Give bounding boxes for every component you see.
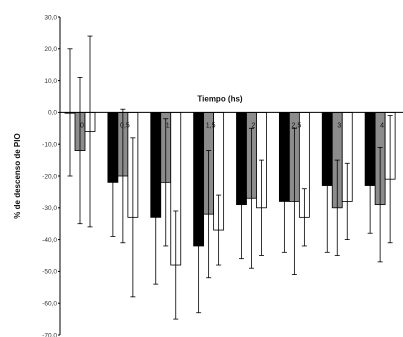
y-tick-label: 0,0 (48, 110, 57, 117)
bars (64, 112, 396, 266)
y-tick-labels: 30,0 20,0 10,0 0,0 -10,0 -20,0 -30,0 -40,0 -50,0… (42, 14, 57, 337)
y-tick-label: -40,0 (42, 237, 57, 244)
category-label: 4 (380, 122, 384, 129)
y-tick-label: 10,0 (44, 78, 57, 85)
category-label: 0,5 (120, 122, 130, 129)
x-axis-title: Tiempo (hs) (197, 94, 243, 103)
category-label: 0 (80, 122, 84, 129)
category-label: 1 (166, 122, 170, 129)
axes (58, 16, 403, 336)
y-axis-title: % de descenso de PIO (13, 133, 22, 218)
category-labels: 0 0,5 1 1,5 2 2,5 3 4 (80, 122, 384, 129)
y-tick-label: -30,0 (42, 205, 57, 212)
y-tick-label: 30,0 (44, 14, 57, 21)
y-tick-label: -60,0 (42, 301, 57, 308)
y-tick-label: -50,0 (42, 269, 57, 276)
category-label: 3 (337, 122, 341, 129)
category-label: 2 (252, 122, 256, 129)
y-tick-label: 20,0 (44, 46, 57, 53)
error-bars (67, 35, 393, 320)
category-label: 2,5 (292, 122, 302, 129)
y-tick-label: -10,0 (42, 142, 57, 149)
category-label: 1,5 (206, 122, 216, 129)
y-tick-label: -20,0 (42, 173, 57, 180)
y-tick-label: -70,0 (42, 332, 57, 337)
